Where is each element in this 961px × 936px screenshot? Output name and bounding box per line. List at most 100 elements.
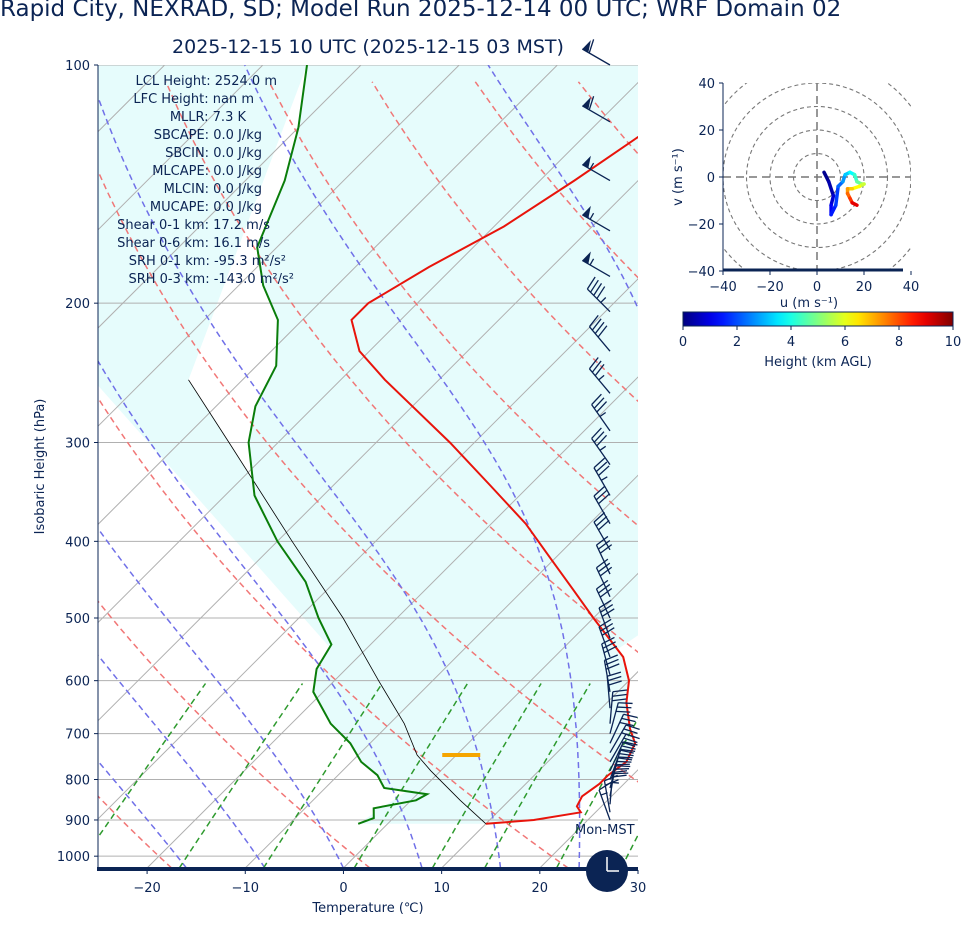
barb-full <box>588 39 595 54</box>
barb-full <box>619 749 634 754</box>
barb-flag <box>582 40 591 53</box>
isotherm <box>343 572 638 868</box>
wind-barb <box>609 702 633 734</box>
mixing-ratio-line <box>178 683 304 868</box>
mixing-ratio-line <box>484 683 591 868</box>
barb-staff <box>588 326 611 352</box>
barb-full <box>598 781 612 791</box>
barb-full <box>603 645 618 654</box>
barb-full <box>597 562 611 573</box>
barb-full <box>623 728 638 734</box>
wind-barb <box>593 512 611 551</box>
mixing-ratio-line <box>353 683 469 868</box>
barb-full <box>613 772 629 775</box>
x-tick-label: −20 <box>133 881 160 896</box>
barb-full <box>612 693 627 697</box>
barb-full <box>588 314 599 328</box>
barb-full <box>604 654 618 662</box>
x-tick-label: 10 <box>433 881 450 896</box>
barb-staff <box>591 438 611 466</box>
wind-barb <box>609 748 636 780</box>
barb-staff <box>609 691 614 724</box>
hodo-y-tick-label: 0 <box>707 171 715 186</box>
barb-full <box>614 768 630 770</box>
barb-half <box>598 374 605 381</box>
barb-full <box>607 671 622 677</box>
barb-full <box>623 713 638 719</box>
wind-barb <box>593 485 611 525</box>
hodo-y-axis-label: v (m s⁻¹) <box>671 148 686 206</box>
wind-barb <box>586 276 611 313</box>
moist-adiabat <box>98 359 423 868</box>
barb-full <box>593 397 605 409</box>
barb-full <box>593 457 606 469</box>
barb-full <box>594 364 605 377</box>
hodograph-segment <box>822 170 831 184</box>
y-tick-label: 500 <box>65 612 90 627</box>
barb-full <box>593 283 603 296</box>
wind-barb <box>591 393 611 432</box>
barb-full <box>598 465 610 477</box>
barb-full <box>615 710 631 713</box>
hodo-x-tick-label: 40 <box>903 280 920 295</box>
hodo-x-axis-label: u (m s⁻¹) <box>780 296 838 311</box>
barb-staff <box>598 789 611 821</box>
moist-adiabat <box>98 527 345 868</box>
mixing-ratio-line <box>262 683 383 868</box>
barb-staff <box>609 724 627 754</box>
barb-full <box>615 765 631 768</box>
barb-flag <box>582 251 591 264</box>
y-axis-label: Isobaric Height (hPa) <box>33 399 48 535</box>
barb-staff <box>609 741 625 772</box>
isotherm <box>98 65 558 526</box>
moist-adiabat <box>98 759 187 868</box>
wind-barb <box>606 671 622 709</box>
barb-full <box>599 588 613 598</box>
barb-full <box>596 434 608 447</box>
y-tick-label: 400 <box>65 535 90 550</box>
barb-full <box>598 519 610 531</box>
hodograph-segment <box>829 203 838 217</box>
barb-half <box>600 792 608 796</box>
barb-staff <box>593 495 611 525</box>
isotherm <box>441 670 638 868</box>
hodograph-area <box>723 83 911 271</box>
barb-full <box>600 622 614 632</box>
barb-full <box>599 544 613 554</box>
isotherm <box>98 65 362 329</box>
hodo-y-tick-label: 40 <box>698 77 715 92</box>
barb-full <box>618 756 633 759</box>
hodo-y-tick-label: −40 <box>688 265 715 280</box>
barb-full <box>602 641 616 649</box>
barb-full <box>607 680 622 686</box>
barb-full <box>594 321 605 334</box>
barb-full <box>596 579 609 590</box>
barb-full <box>593 431 605 443</box>
dry-adiabat <box>165 81 638 654</box>
barb-full <box>623 737 638 744</box>
barb-full <box>601 636 615 645</box>
hodo-x-tick-label: 0 <box>813 280 821 295</box>
barb-full <box>620 748 636 753</box>
barb-full <box>605 663 620 670</box>
x-tick-label: −10 <box>232 881 259 896</box>
barb-full <box>597 583 611 594</box>
hodo-y-tick-label: −20 <box>688 218 715 233</box>
cin-shading <box>248 65 638 824</box>
barb-full <box>601 627 615 636</box>
y-tick-label: 300 <box>65 436 90 451</box>
skew-t-plot-area <box>98 65 638 868</box>
dry-adiabat <box>98 169 638 783</box>
stat-lcl-height: LCL Height: 2524.0 m <box>135 74 277 89</box>
isotherm <box>98 65 460 427</box>
barb-half <box>589 212 595 220</box>
barb-full <box>595 515 608 527</box>
page-title: Rapid City, NEXRAD, SD; Model Run 2025-1… <box>0 0 842 22</box>
barb-full <box>586 276 596 290</box>
stat-sbcin: SBCIN: 0.0 J/kg <box>165 146 262 161</box>
range-ring <box>745 105 889 249</box>
wind-barb <box>591 427 611 466</box>
y-tick-label: 100 <box>65 59 90 74</box>
dry-adiabat <box>268 81 638 527</box>
